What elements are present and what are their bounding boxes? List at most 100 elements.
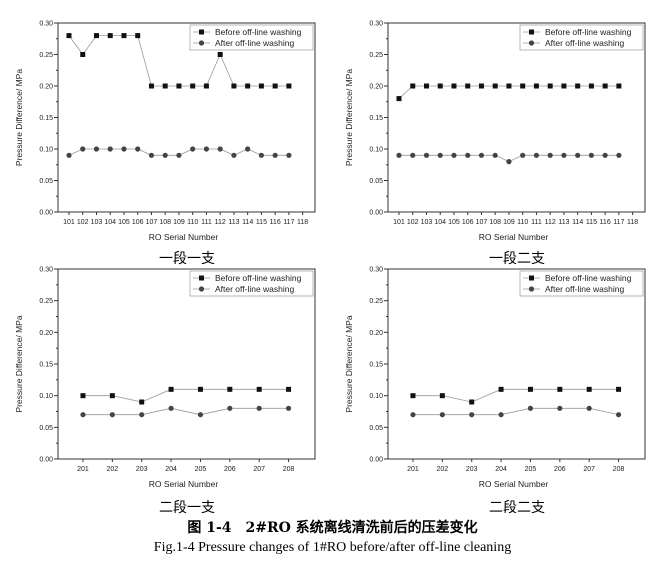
data-point-before bbox=[437, 83, 443, 89]
x-tick-label: 101 bbox=[63, 219, 75, 226]
data-point-before bbox=[121, 33, 127, 39]
data-point-before bbox=[533, 83, 539, 89]
data-point-after bbox=[547, 152, 553, 158]
y-tick-label: 0.30 bbox=[369, 21, 383, 28]
y-tick-label: 0.30 bbox=[39, 21, 53, 28]
x-tick-label: 108 bbox=[489, 219, 501, 226]
data-point-before bbox=[561, 83, 567, 89]
legend-label: After off-line washing bbox=[215, 284, 294, 294]
data-point-after bbox=[197, 412, 204, 418]
data-point-before bbox=[162, 83, 168, 89]
data-point-after bbox=[575, 152, 581, 158]
data-point-after bbox=[410, 412, 416, 418]
series-line-before bbox=[412, 388, 619, 403]
x-axis-label: RO Serial Number bbox=[479, 479, 549, 489]
y-tick-label: 0.15 bbox=[39, 362, 53, 369]
data-point-before bbox=[547, 83, 553, 89]
data-point-after bbox=[109, 412, 115, 418]
data-point-before bbox=[66, 33, 72, 39]
y-tick-label: 0.25 bbox=[369, 298, 383, 305]
x-tick-label: 115 bbox=[256, 219, 267, 226]
data-point-before bbox=[107, 33, 113, 39]
legend-box bbox=[519, 270, 644, 297]
x-tick-label: 112 bbox=[215, 219, 226, 226]
subtitle-panel-4: 二段二支 bbox=[489, 500, 545, 516]
x-tick-label: 115 bbox=[586, 219, 597, 226]
y-axis-label: Pressure Difference/ MPa bbox=[14, 315, 24, 412]
x-tick-label: 105 bbox=[118, 219, 130, 226]
x-tick-label: 203 bbox=[136, 466, 148, 473]
data-point-before bbox=[190, 83, 196, 89]
data-point-after bbox=[469, 412, 475, 418]
y-tick-label: 0.10 bbox=[369, 393, 383, 400]
data-point-after bbox=[203, 146, 210, 152]
data-point-after bbox=[423, 152, 430, 158]
legend-box bbox=[189, 270, 314, 297]
series-line-after bbox=[82, 407, 289, 416]
legend-label: Before off-line washing bbox=[545, 273, 632, 283]
data-point-after bbox=[615, 412, 622, 418]
chart-panel-3: 0.00 0.05 0.10 0.15 0.20 0.25 0.30 201 202 203 204… bbox=[14, 267, 316, 489]
data-point-after bbox=[478, 152, 485, 158]
subtitle-panel-2: 一段二支 bbox=[489, 251, 545, 267]
x-tick-label: 117 bbox=[283, 219, 294, 226]
data-point-before bbox=[176, 83, 182, 89]
data-point-before bbox=[469, 399, 475, 405]
data-point-before bbox=[498, 386, 504, 392]
x-tick-label: 111 bbox=[201, 219, 212, 226]
data-point-before bbox=[197, 386, 203, 392]
data-point-after bbox=[527, 405, 534, 411]
data-point-before bbox=[286, 386, 292, 392]
data-point-after bbox=[506, 159, 512, 165]
plot-frame bbox=[57, 268, 316, 460]
x-tick-label: 201 bbox=[407, 466, 419, 473]
data-point-before bbox=[148, 83, 154, 89]
x-tick-label: 111 bbox=[531, 219, 542, 226]
x-tick-label: 118 bbox=[297, 219, 308, 226]
plot-frame bbox=[57, 22, 316, 213]
data-point-before bbox=[492, 83, 498, 89]
x-tick-label: 112 bbox=[545, 219, 556, 226]
y-tick-label: 0.00 bbox=[369, 457, 383, 464]
y-tick-label: 0.05 bbox=[369, 178, 383, 185]
series-line-after bbox=[412, 407, 619, 416]
x-tick-label: 110 bbox=[187, 219, 198, 226]
x-tick-label: 207 bbox=[253, 466, 265, 473]
legend-label: After off-line washing bbox=[545, 38, 624, 48]
data-point-after bbox=[451, 152, 457, 158]
legend-label: Before off-line washing bbox=[545, 27, 632, 37]
y-axis-label: Pressure Difference/ MPa bbox=[14, 69, 24, 166]
data-point-before bbox=[396, 96, 402, 102]
data-point-after bbox=[396, 152, 402, 158]
x-tick-label: 114 bbox=[242, 219, 253, 226]
data-point-after bbox=[520, 152, 526, 158]
x-tick-label: 109 bbox=[503, 219, 515, 226]
y-tick-label: 0.20 bbox=[369, 84, 383, 91]
data-point-before bbox=[602, 83, 608, 89]
y-tick-label: 0.05 bbox=[39, 178, 53, 185]
x-tick-label: 205 bbox=[525, 466, 537, 473]
x-tick-label: 207 bbox=[583, 466, 595, 473]
data-point-before bbox=[410, 393, 416, 399]
data-point-after bbox=[272, 152, 278, 158]
x-tick-label: 206 bbox=[554, 466, 566, 473]
x-tick-label: 108 bbox=[159, 219, 171, 226]
data-point-after bbox=[168, 405, 174, 411]
y-tick-label: 0.30 bbox=[39, 267, 53, 274]
x-tick-label: 105 bbox=[448, 219, 460, 226]
x-tick-label: 104 bbox=[434, 219, 446, 226]
data-point-after bbox=[217, 146, 223, 152]
x-tick-label: 118 bbox=[627, 219, 638, 226]
data-point-after bbox=[245, 146, 251, 152]
y-tick-label: 0.05 bbox=[369, 425, 383, 432]
data-point-before bbox=[139, 399, 145, 405]
x-tick-label: 109 bbox=[173, 219, 185, 226]
y-axis-label: Pressure Difference/ MPa bbox=[344, 69, 354, 166]
x-tick-label: 102 bbox=[407, 219, 419, 226]
y-tick-label: 0.10 bbox=[39, 147, 53, 154]
data-point-after bbox=[139, 412, 145, 418]
data-point-after bbox=[162, 152, 168, 158]
data-point-after bbox=[586, 405, 592, 411]
